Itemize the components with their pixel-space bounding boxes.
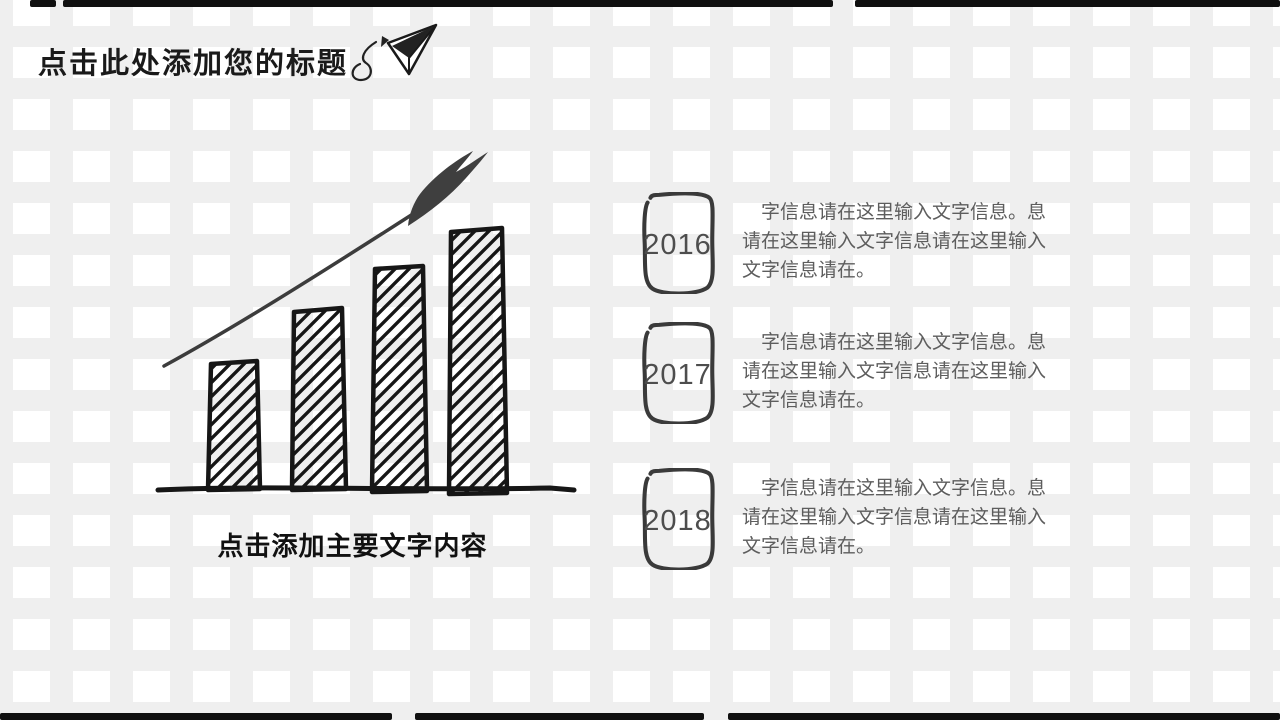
chart-bar-3 bbox=[369, 263, 430, 495]
year-box[interactable]: 2017 bbox=[635, 322, 720, 428]
year-label[interactable]: 2017 bbox=[643, 358, 712, 391]
chart-bar-1 bbox=[205, 358, 263, 493]
timeline-row-2018: 2018 字信息请在这里输入文字信息。息请在这里输入文字信息请在这里输入文字信息… bbox=[635, 468, 1062, 574]
timeline-row-2016: 2016 字信息请在这里输入文字信息。息请在这里输入文字信息请在这里输入文字信息… bbox=[635, 192, 1062, 298]
bottom-edge-ink-strip bbox=[0, 713, 392, 720]
year-box[interactable]: 2016 bbox=[635, 192, 720, 298]
slide-title-placeholder[interactable]: 点击此处添加您的标题 bbox=[38, 48, 349, 80]
bottom-edge-ink-strip bbox=[728, 713, 1280, 720]
chart-baseline bbox=[155, 485, 577, 493]
year-label[interactable]: 2016 bbox=[643, 228, 712, 261]
sketch-box-outline bbox=[642, 322, 715, 425]
paper-plane-icon bbox=[351, 23, 438, 82]
year-box[interactable]: 2018 bbox=[635, 468, 720, 574]
chart-bar-2 bbox=[289, 305, 349, 493]
top-edge-ink-strip bbox=[30, 0, 56, 7]
trend-arrowhead-icon bbox=[408, 151, 488, 226]
timeline-text-placeholder[interactable]: 字信息请在这里输入文字信息。息请在这里输入文字信息请在这里输入文字信息请在。 bbox=[742, 202, 1047, 281]
swirl-arrow-icon bbox=[351, 40, 378, 82]
hand-drawn-bar-chart bbox=[155, 151, 577, 497]
timeline-text-placeholder[interactable]: 字信息请在这里输入文字信息。息请在这里输入文字信息请在这里输入文字信息请在。 bbox=[742, 478, 1047, 557]
top-edge-ink-strip bbox=[855, 0, 1280, 7]
top-edge-ink-strip bbox=[63, 0, 833, 7]
trend-arrow-line bbox=[162, 210, 418, 368]
sketch-box-outline bbox=[642, 468, 715, 571]
chart-bar-4 bbox=[446, 225, 510, 497]
sketch-box-outline bbox=[642, 192, 715, 295]
bottom-edge-ink-strip bbox=[415, 713, 704, 720]
timeline-text-placeholder[interactable]: 字信息请在这里输入文字信息。息请在这里输入文字信息请在这里输入文字信息请在。 bbox=[742, 332, 1047, 411]
chart-caption-placeholder[interactable]: 点击添加主要文字内容 bbox=[217, 531, 488, 561]
year-label[interactable]: 2018 bbox=[643, 504, 712, 537]
timeline-row-2017: 2017 字信息请在这里输入文字信息。息请在这里输入文字信息请在这里输入文字信息… bbox=[635, 322, 1062, 428]
